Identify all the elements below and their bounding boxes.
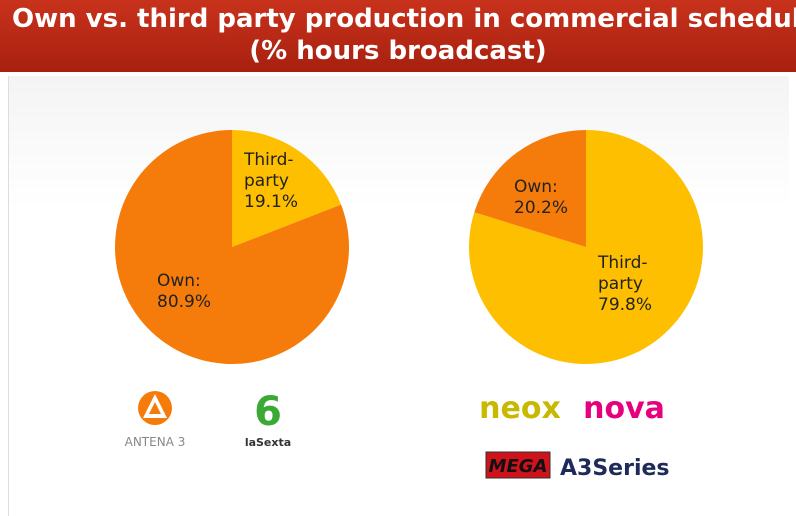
logo: neox	[479, 391, 561, 426]
pie-slice	[469, 130, 704, 365]
slice-value: 20.2%	[514, 198, 569, 218]
slice-label: Third-party 79.8%	[598, 253, 668, 316]
logo: A3Series	[560, 456, 670, 481]
lasexta-icon: 6	[254, 389, 282, 435]
slice-category: Own:	[157, 271, 201, 291]
slice-value: 79.8%	[598, 295, 653, 315]
antena3-icon	[138, 391, 172, 425]
pie-slice	[115, 130, 349, 365]
logo: MEGA	[489, 456, 548, 477]
slice-label: Third-party 19.1%	[244, 150, 314, 213]
slice-category: Third-party	[598, 253, 648, 294]
pie-slice	[232, 130, 342, 247]
logo: laSexta	[245, 436, 291, 449]
title: Own vs. third party production in commer…	[12, 4, 796, 34]
pie-slice	[474, 130, 586, 247]
slice-value: 80.9%	[157, 292, 212, 312]
logo: ANTENA 3	[125, 435, 186, 449]
title-bar	[0, 0, 796, 72]
slice-label: Own: 80.9%	[157, 271, 227, 313]
slice-label: Own: 20.2%	[514, 177, 584, 219]
slice-value: 19.1%	[244, 192, 299, 212]
logo: nova	[583, 391, 665, 426]
slice-category: Third-party	[244, 150, 294, 191]
slice-category: Own:	[514, 177, 558, 197]
title: (% hours broadcast)	[249, 36, 547, 66]
mega-box	[485, 451, 551, 479]
